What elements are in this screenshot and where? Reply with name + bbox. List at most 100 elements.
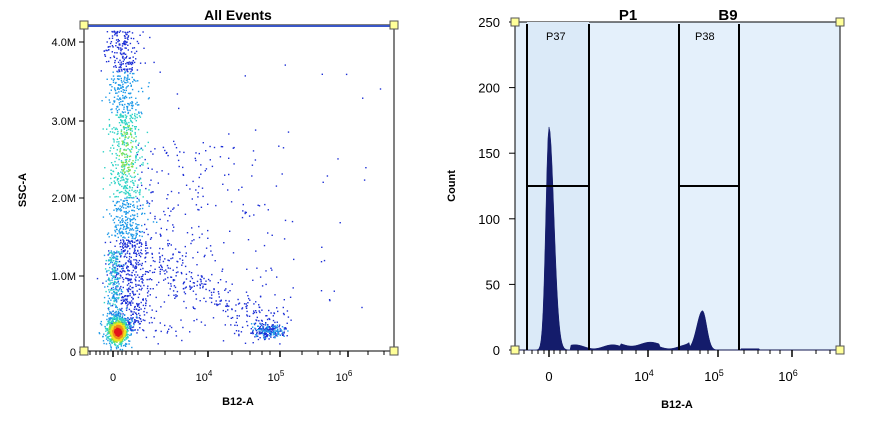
resize-handle[interactable] [79, 346, 89, 356]
event-dot [113, 282, 115, 285]
event-dot [136, 302, 138, 305]
event-dot [281, 333, 283, 335]
event-dot [200, 206, 203, 208]
event-dot [112, 79, 115, 81]
event-dot [277, 332, 280, 334]
event-dot [130, 119, 132, 122]
event-dot [263, 338, 266, 341]
event-dot [183, 281, 186, 283]
event-dot [108, 307, 110, 309]
event-dot [138, 179, 140, 181]
event-dot [130, 314, 132, 317]
event-dot [130, 235, 133, 237]
event-dot [102, 336, 104, 338]
event-dot [122, 247, 124, 249]
event-dot [185, 307, 187, 309]
event-dot [135, 135, 137, 138]
event-dot [120, 299, 122, 302]
event-dot [155, 232, 157, 234]
gate-p38[interactable]: P38 [678, 24, 740, 350]
event-dot [121, 48, 123, 50]
event-dot [112, 319, 114, 321]
event-dot [241, 216, 244, 219]
event-dot [122, 278, 125, 281]
event-dot [121, 271, 123, 273]
event-dot [107, 336, 109, 339]
event-dot [119, 124, 122, 126]
event-dot [128, 302, 130, 304]
event-dot [123, 186, 125, 189]
event-dot [119, 265, 121, 268]
event-dot [168, 243, 171, 245]
event-dot [118, 343, 120, 345]
event-dot [120, 49, 122, 51]
event-dot [122, 299, 124, 301]
event-dot [273, 312, 276, 315]
event-dot [128, 169, 130, 171]
event-dot [131, 107, 134, 110]
event-dot [283, 313, 285, 316]
event-dot [183, 151, 185, 154]
resize-handle[interactable] [835, 345, 845, 355]
event-dot [124, 189, 127, 191]
event-dot [129, 169, 131, 171]
resize-handle[interactable] [835, 17, 845, 27]
event-dot [130, 263, 132, 265]
event-dot [200, 281, 202, 283]
event-dot [162, 260, 165, 263]
event-dot [122, 63, 124, 65]
event-dot [164, 324, 166, 327]
event-dot [105, 263, 107, 265]
scatter-corner-handles[interactable] [79, 20, 399, 356]
histogram-corner-handles[interactable] [510, 17, 845, 355]
event-dot [125, 149, 127, 152]
event-dot [147, 201, 149, 204]
event-dot [129, 247, 131, 250]
event-dot [121, 172, 123, 175]
event-dot [102, 188, 104, 190]
event-dot [148, 97, 150, 99]
resize-handle[interactable] [79, 20, 89, 30]
event-dot [219, 156, 222, 158]
event-dot [142, 196, 144, 198]
event-dot [122, 135, 124, 137]
event-dot [126, 319, 128, 321]
event-dot [117, 207, 120, 210]
event-dot [118, 231, 120, 233]
event-dot [130, 62, 132, 65]
event-dot [112, 275, 114, 277]
gate-p37[interactable]: P37 [526, 24, 590, 350]
event-dot [118, 173, 120, 175]
event-dot [133, 311, 135, 313]
event-dot [116, 190, 118, 192]
event-dot [257, 335, 259, 337]
event-dot [127, 191, 129, 194]
event-dot [166, 228, 168, 231]
event-dot [124, 192, 127, 195]
event-dot [129, 109, 131, 112]
event-dot [122, 300, 125, 302]
event-dot [203, 255, 205, 258]
event-dot [117, 196, 119, 198]
event-dot [126, 277, 128, 280]
event-dot [128, 255, 131, 258]
resize-handle[interactable] [510, 345, 520, 355]
event-dot [115, 289, 117, 291]
resize-handle[interactable] [389, 346, 399, 356]
event-dot [129, 114, 131, 117]
event-dot [115, 278, 117, 280]
event-dot [148, 278, 150, 281]
event-dot [128, 287, 130, 289]
event-dot [129, 288, 132, 291]
resize-handle[interactable] [510, 17, 520, 27]
event-dot [127, 62, 129, 64]
event-dot [267, 328, 269, 331]
event-dot [120, 345, 123, 347]
event-dot [232, 252, 235, 254]
event-dot [274, 325, 276, 327]
event-dot [175, 330, 177, 332]
resize-handle[interactable] [389, 20, 399, 30]
event-dot [111, 281, 113, 284]
event-dot [113, 139, 115, 141]
event-dot [117, 38, 119, 41]
